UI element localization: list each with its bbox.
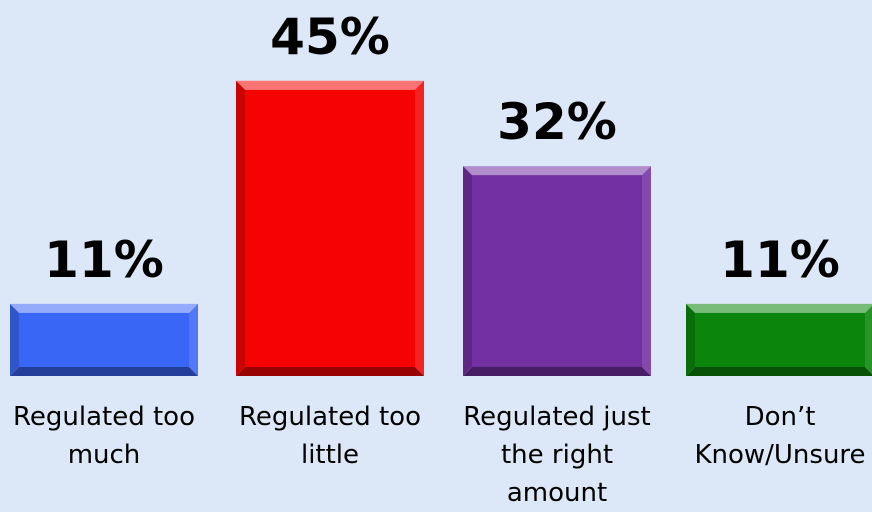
bar-bevel-left bbox=[236, 80, 245, 377]
bar-bevel-left bbox=[10, 303, 19, 376]
bar-bevel-top bbox=[686, 303, 872, 313]
bar-bevel-right bbox=[189, 303, 198, 376]
bar-bevel-right bbox=[865, 305, 872, 374]
bar-face bbox=[19, 312, 189, 367]
bar-bevel-bottom bbox=[686, 367, 872, 376]
bar-bevel-bottom bbox=[10, 367, 198, 376]
bar-1 bbox=[10, 303, 198, 376]
category-label: Regulated too little bbox=[239, 402, 421, 470]
bar-bevel-top bbox=[10, 303, 198, 313]
bar-bevel-top bbox=[236, 80, 424, 90]
bar-3 bbox=[463, 166, 651, 376]
bar-value-label: 45% bbox=[270, 7, 390, 66]
bar-bevel-bottom bbox=[463, 367, 651, 376]
bar-face bbox=[472, 175, 642, 367]
category-label: Regulated too much bbox=[13, 402, 195, 470]
bar-face bbox=[245, 89, 415, 368]
bar-value-label: 32% bbox=[497, 93, 617, 152]
category-label: Regulated just the right amount bbox=[463, 402, 651, 508]
bar-chart: 11% Regulated too much 45% Regulated too li… bbox=[10, 7, 872, 508]
bar-4 bbox=[686, 303, 872, 376]
bar-bevel-left bbox=[686, 303, 695, 376]
bar-bevel-right bbox=[642, 166, 651, 376]
bar-bevel-right bbox=[415, 80, 424, 377]
bar-value-label: 11% bbox=[720, 230, 840, 289]
bar-value-label: 11% bbox=[44, 230, 164, 289]
bar-bevel-left bbox=[463, 166, 472, 376]
bar-bevel-bottom bbox=[236, 367, 424, 376]
bars-plot-area bbox=[10, 80, 872, 377]
bar-face bbox=[695, 312, 865, 367]
category-label: Don’t Know/Unsure bbox=[694, 402, 866, 470]
bar-bevel-top bbox=[463, 166, 651, 176]
bar-2 bbox=[236, 80, 424, 377]
